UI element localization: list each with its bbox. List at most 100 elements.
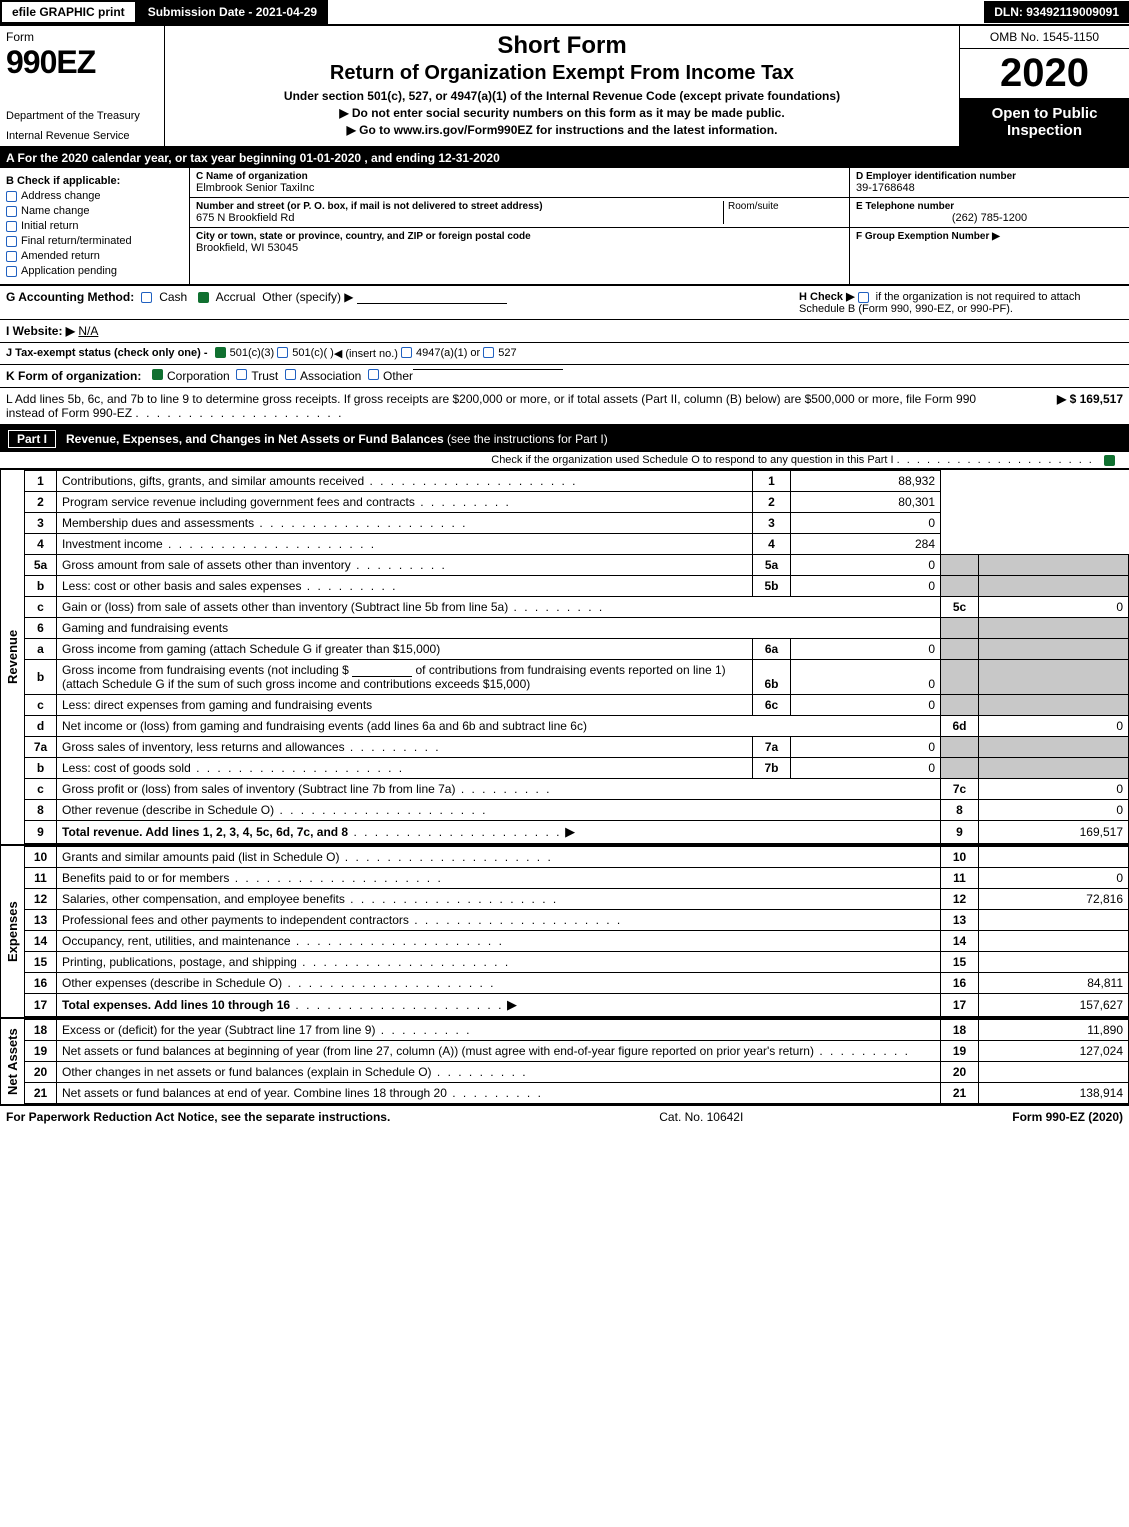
chk-final-return[interactable]: Final return/terminated xyxy=(6,235,183,247)
chk-schedule-b[interactable] xyxy=(858,292,869,303)
line-1: 1Contributions, gifts, grants, and simil… xyxy=(25,471,1129,492)
line-7c: c Gross profit or (loss) from sales of i… xyxy=(25,779,1129,800)
line-20: 20Other changes in net assets or fund ba… xyxy=(25,1062,1129,1083)
part-1-header: Part I Revenue, Expenses, and Changes in… xyxy=(0,426,1129,452)
chk-527[interactable] xyxy=(483,347,494,358)
line-5c: c Gain or (loss) from sale of assets oth… xyxy=(25,597,1129,618)
row-j-tax-exempt: J Tax-exempt status (check only one) - 5… xyxy=(0,343,1129,365)
line-6a: a Gross income from gaming (attach Sched… xyxy=(25,639,1129,660)
omb-number: OMB No. 1545-1150 xyxy=(960,26,1129,49)
footer-center: Cat. No. 10642I xyxy=(659,1110,743,1124)
top-bar: efile GRAPHIC print Submission Date - 20… xyxy=(0,0,1129,26)
row-g-h: G Accounting Method: Cash Accrual Other … xyxy=(0,286,1129,320)
website-value: N/A xyxy=(78,324,98,338)
row-k-org-form: K Form of organization: Corporation Trus… xyxy=(0,365,1129,388)
header-center: Short Form Return of Organization Exempt… xyxy=(165,26,959,146)
section-a-tax-year: A For the 2020 calendar year, or tax yea… xyxy=(0,148,1129,168)
submission-date-badge: Submission Date - 2021-04-29 xyxy=(137,0,328,24)
line-7b: b Less: cost of goods sold 7b 0 xyxy=(25,758,1129,779)
line-5a: 5a Gross amount from sale of assets othe… xyxy=(25,555,1129,576)
phone-label: E Telephone number xyxy=(856,201,1123,212)
revenue-section: Revenue 1Contributions, gifts, grants, a… xyxy=(0,468,1129,844)
line-8: 8 Other revenue (describe in Schedule O)… xyxy=(25,800,1129,821)
accounting-method: G Accounting Method: Cash Accrual Other … xyxy=(6,290,793,304)
chk-4947a1[interactable] xyxy=(401,347,412,358)
line-13: 13Professional fees and other payments t… xyxy=(25,910,1129,931)
chk-initial-return[interactable]: Initial return xyxy=(6,220,183,232)
line-6d: d Net income or (loss) from gaming and f… xyxy=(25,716,1129,737)
gross-receipts-amount: ▶ $ 169,517 xyxy=(1003,392,1123,406)
org-name-label: C Name of organization xyxy=(196,171,843,182)
part-1-label: Part I xyxy=(8,430,56,448)
line-4: 4Investment income4284 xyxy=(25,534,1129,555)
line-5b: b Less: cost or other basis and sales ex… xyxy=(25,576,1129,597)
line-9: 9 Total revenue. Add lines 1, 2, 3, 4, 5… xyxy=(25,821,1129,844)
goto-link[interactable]: ▶ Go to www.irs.gov/Form990EZ for instru… xyxy=(175,123,949,137)
line-2: 2Program service revenue including gover… xyxy=(25,492,1129,513)
net-assets-table: 18Excess or (deficit) for the year (Subt… xyxy=(24,1019,1129,1104)
line-7a: 7a Gross sales of inventory, less return… xyxy=(25,737,1129,758)
dept-treasury: Department of the Treasury xyxy=(6,110,158,122)
revenue-side-label: Revenue xyxy=(0,470,24,844)
check-schedule-o-row: Check if the organization used Schedule … xyxy=(0,452,1129,468)
open-public-badge: Open to Public Inspection xyxy=(960,99,1129,146)
net-assets-section: Net Assets 18Excess or (deficit) for the… xyxy=(0,1017,1129,1104)
chk-501c[interactable] xyxy=(277,347,288,358)
header-left: Form 990EZ Department of the Treasury In… xyxy=(0,26,165,146)
expenses-table: 10Grants and similar amounts paid (list … xyxy=(24,846,1129,1017)
expenses-side-label: Expenses xyxy=(0,846,24,1017)
efile-print-button[interactable]: efile GRAPHIC print xyxy=(0,0,137,24)
line-6c: c Less: direct expenses from gaming and … xyxy=(25,695,1129,716)
line-21: 21Net assets or fund balances at end of … xyxy=(25,1083,1129,1104)
chk-501c3[interactable] xyxy=(215,347,226,358)
line-18: 18Excess or (deficit) for the year (Subt… xyxy=(25,1020,1129,1041)
chk-application-pending[interactable]: Application pending xyxy=(6,265,183,277)
line-15: 15Printing, publications, postage, and s… xyxy=(25,952,1129,973)
chk-cash[interactable] xyxy=(141,292,152,303)
col-b-heading: B Check if applicable: xyxy=(6,175,183,187)
line-6b: b Gross income from fundraising events (… xyxy=(25,660,1129,695)
chk-trust[interactable] xyxy=(236,369,247,380)
expenses-section: Expenses 10Grants and similar amounts pa… xyxy=(0,844,1129,1017)
tax-year: 2020 xyxy=(960,49,1129,99)
line-17: 17Total expenses. Add lines 10 through 1… xyxy=(25,994,1129,1017)
room-suite: Room/suite xyxy=(723,201,843,224)
street: 675 N Brookfield Rd xyxy=(196,212,723,224)
group-exemption-label: F Group Exemption Number ▶ xyxy=(856,231,1123,242)
line-6: 6 Gaming and fundraising events xyxy=(25,618,1129,639)
form-number: 990EZ xyxy=(6,44,158,81)
ein-value: 39-1768648 xyxy=(856,182,1123,194)
line-3: 3Membership dues and assessments30 xyxy=(25,513,1129,534)
row-i-website: I Website: ▶ N/A xyxy=(0,320,1129,343)
chk-other-org[interactable] xyxy=(368,369,379,380)
line-11: 11Benefits paid to or for members110 xyxy=(25,868,1129,889)
chk-association[interactable] xyxy=(285,369,296,380)
phone-value: (262) 785-1200 xyxy=(856,212,1123,224)
chk-accrual[interactable] xyxy=(198,292,209,303)
city-label: City or town, state or province, country… xyxy=(196,231,843,242)
line-12: 12Salaries, other compensation, and empl… xyxy=(25,889,1129,910)
page-footer: For Paperwork Reduction Act Notice, see … xyxy=(0,1104,1129,1128)
revenue-table: 1Contributions, gifts, grants, and simil… xyxy=(24,470,1129,844)
row-l-gross-receipts: L Add lines 5b, 6c, and 7b to line 9 to … xyxy=(0,388,1129,426)
form-header: Form 990EZ Department of the Treasury In… xyxy=(0,26,1129,148)
ein-label: D Employer identification number xyxy=(856,171,1123,182)
dln-badge: DLN: 93492119009091 xyxy=(984,1,1129,23)
line-19: 19Net assets or fund balances at beginni… xyxy=(25,1041,1129,1062)
chk-schedule-o[interactable] xyxy=(1104,455,1115,466)
line-14: 14Occupancy, rent, utilities, and mainte… xyxy=(25,931,1129,952)
ssn-warning: ▶ Do not enter social security numbers o… xyxy=(175,106,949,120)
dept-irs: Internal Revenue Service xyxy=(6,130,158,142)
net-assets-side-label: Net Assets xyxy=(0,1019,24,1104)
col-b-checkboxes: B Check if applicable: Address change Na… xyxy=(0,168,190,284)
subtitle: Under section 501(c), 527, or 4947(a)(1)… xyxy=(175,89,949,103)
line-16: 16Other expenses (describe in Schedule O… xyxy=(25,973,1129,994)
chk-address-change[interactable]: Address change xyxy=(6,190,183,202)
city-state-zip: Brookfield, WI 53045 xyxy=(196,242,843,254)
org-name: Elmbrook Senior TaxiInc xyxy=(196,182,843,194)
footer-left: For Paperwork Reduction Act Notice, see … xyxy=(6,1110,390,1124)
chk-name-change[interactable]: Name change xyxy=(6,205,183,217)
row-h-schedule-b: H Check ▶ if the organization is not req… xyxy=(793,290,1123,315)
chk-corporation[interactable] xyxy=(152,369,163,380)
chk-amended-return[interactable]: Amended return xyxy=(6,250,183,262)
